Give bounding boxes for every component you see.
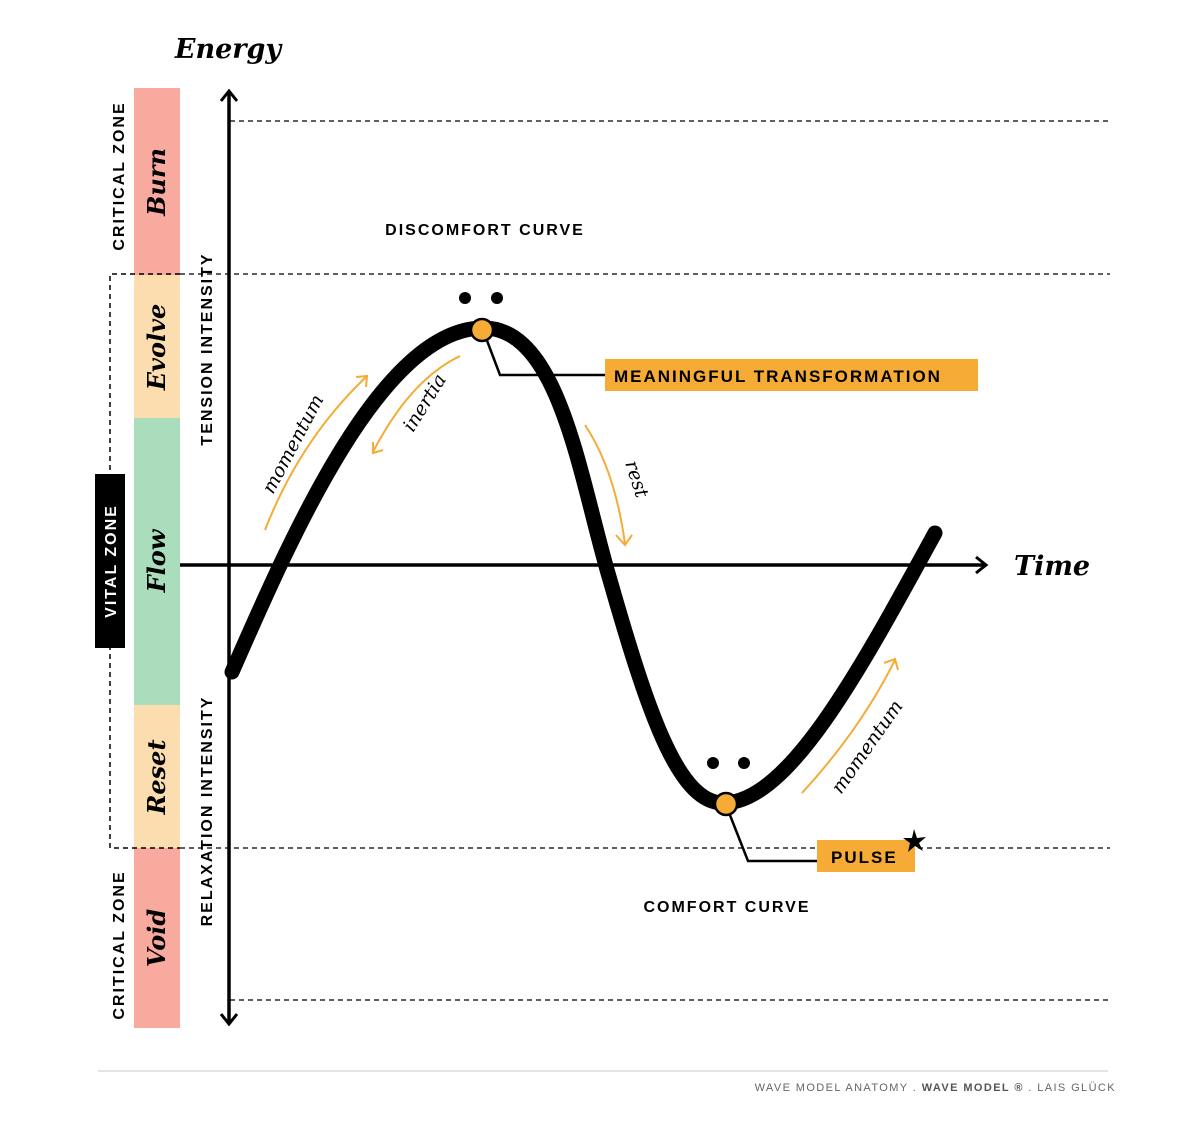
trough-eye-left-icon: [707, 757, 719, 769]
peak-point: [469, 317, 495, 343]
y-axis-up-arrow-icon: [219, 88, 239, 102]
band-flow: [134, 418, 180, 705]
band-reset: [134, 705, 180, 848]
energy-wave: [224, 320, 943, 811]
band-label-void: Void: [142, 909, 171, 968]
band-label-reset: Reset: [142, 739, 171, 815]
footer-credit: WAVE MODEL ANATOMY . WAVE MODEL ® . LAIS…: [0, 1082, 1200, 1094]
x-axis-arrow-icon: [975, 555, 989, 575]
discomfort-curve-label: DISCOMFORT CURVE: [385, 222, 585, 239]
flow-arrows: [264, 355, 899, 794]
momentum-up-arrow: [264, 376, 367, 531]
zone-bands: [134, 88, 180, 1028]
band-evolve: [134, 275, 180, 418]
guide-lines: [180, 120, 1110, 1001]
trough-point: [713, 791, 739, 817]
footer-brand: WAVE MODEL ®: [921, 1082, 1024, 1094]
y-axis-title: Energy: [174, 34, 283, 65]
peak-connector: [481, 329, 605, 377]
vital-zone-badge: [95, 474, 125, 648]
relaxation-intensity-label: RELAXATION INTENSITY: [199, 696, 216, 927]
rest-arrow: [584, 424, 626, 545]
x-axis-title: Time: [1014, 551, 1090, 582]
peak-eye-right-icon: [491, 292, 503, 304]
band-label-burn: Burn: [142, 148, 171, 217]
vital-zone-bracket: [109, 273, 180, 849]
trough-eye-right-icon: [738, 757, 750, 769]
pulse-label: PULSE: [831, 848, 898, 867]
vital-zone-label: VITAL ZONE: [103, 504, 120, 618]
inertia-arrow: [372, 355, 461, 453]
band-label-flow: Flow: [142, 528, 171, 593]
meaningful-transformation-label: MEANINGFUL TRANSFORMATION: [614, 367, 942, 386]
band-label-evolve: Evolve: [142, 304, 171, 392]
band-void: [134, 848, 180, 1028]
footer-part3: . LAIS GLÜCK: [1023, 1082, 1116, 1094]
critical-zone-top-label: CRITICAL ZONE: [111, 101, 128, 250]
star-icon: [903, 829, 926, 852]
peak-eye-left-icon: [459, 292, 471, 304]
y-axis-down-arrow-icon: [219, 1013, 239, 1027]
pulse-connector: [724, 804, 817, 863]
comfort-curve-label: COMFORT CURVE: [643, 899, 810, 916]
band-burn: [134, 88, 180, 275]
tension-intensity-label: TENSION INTENSITY: [199, 252, 216, 445]
critical-zone-bottom-label: CRITICAL ZONE: [111, 870, 128, 1019]
momentum-end-arrow: [801, 659, 896, 794]
pulse-badge: [817, 840, 915, 872]
meaningful-transformation-badge: [605, 359, 978, 391]
rest-label: rest: [620, 458, 653, 501]
footer-part1: WAVE MODEL ANATOMY .: [754, 1082, 922, 1094]
